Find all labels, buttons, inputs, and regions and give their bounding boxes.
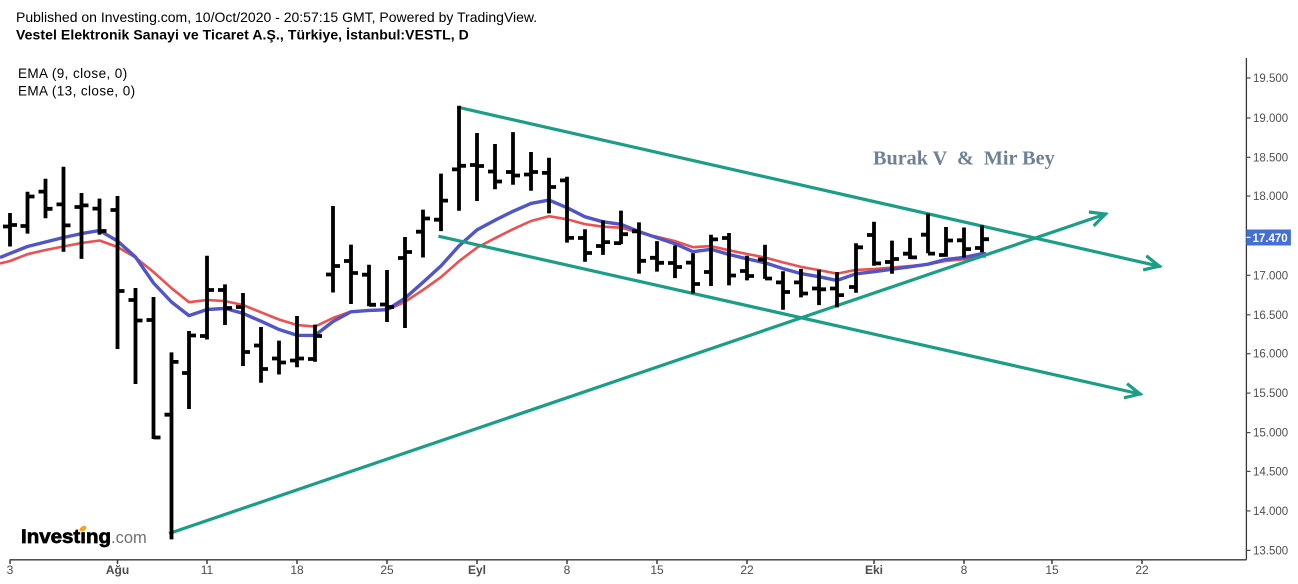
svg-text:17.000: 17.000 [1253,270,1288,282]
svg-text:15: 15 [650,563,664,577]
svg-text:14.500: 14.500 [1253,466,1288,478]
svg-text:22: 22 [1135,563,1149,577]
svg-text:18.500: 18.500 [1253,152,1288,164]
svg-text:15.500: 15.500 [1253,388,1288,400]
svg-text:11: 11 [201,563,214,577]
svg-text:8: 8 [961,563,968,577]
svg-text:16.500: 16.500 [1253,310,1288,322]
svg-text:18: 18 [290,563,304,577]
svg-text:Investıng: Investıng [21,526,111,548]
svg-text:EMA (13, close, 0): EMA (13, close, 0) [18,84,136,99]
svg-text:19.500: 19.500 [1253,73,1288,85]
svg-text:17.470: 17.470 [1253,233,1288,245]
svg-text:Ağu: Ağu [106,563,129,577]
svg-text:.com: .com [111,529,147,547]
svg-text:Eyl: Eyl [468,563,486,577]
svg-text:3: 3 [7,563,14,577]
svg-text:8: 8 [564,563,571,577]
svg-text:EMA (9, close, 0): EMA (9, close, 0) [18,66,128,81]
svg-text:13.500: 13.500 [1253,545,1288,557]
svg-text:Published on Investing.com, 10: Published on Investing.com, 10/Oct/2020 … [16,9,537,25]
svg-text:15.000: 15.000 [1253,428,1288,440]
svg-text:Eki: Eki [865,563,883,577]
svg-text:14.000: 14.000 [1253,506,1288,518]
svg-text:18.000: 18.000 [1253,191,1288,203]
svg-text:Burak V & Mir Bey: Burak V & Mir Bey [873,148,1055,170]
svg-text:Vestel Elektronik Sanayi ve Ti: Vestel Elektronik Sanayi ve Ticaret A.Ş.… [16,27,469,43]
svg-text:25: 25 [380,563,394,577]
svg-text:16.000: 16.000 [1253,349,1288,361]
svg-text:15: 15 [1045,563,1059,577]
svg-text:22: 22 [740,563,754,577]
svg-text:19.000: 19.000 [1253,113,1288,125]
